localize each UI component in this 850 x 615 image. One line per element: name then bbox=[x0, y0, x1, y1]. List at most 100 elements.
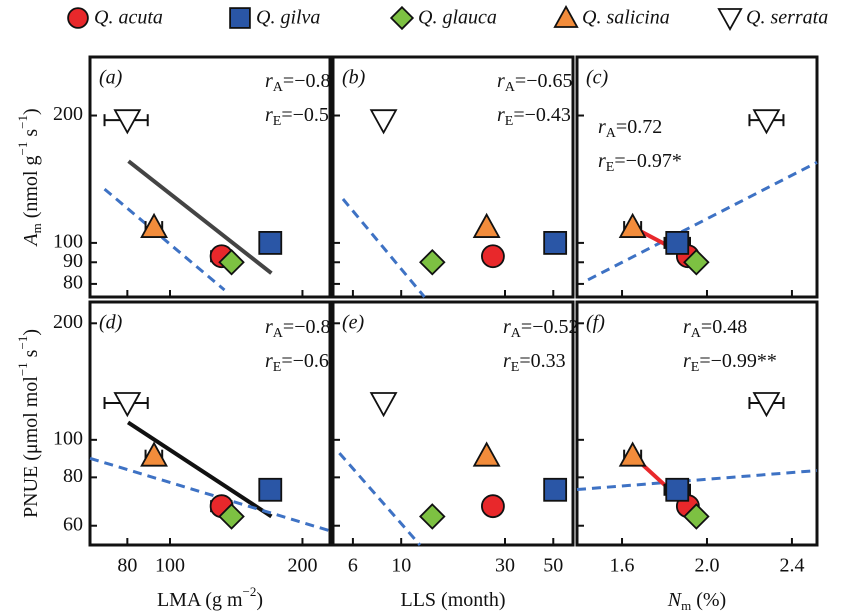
stat-sub: A bbox=[511, 326, 522, 341]
label-part: (%) bbox=[691, 589, 726, 611]
label-part: ) bbox=[20, 329, 42, 336]
x-tick-label: 10 bbox=[391, 555, 411, 577]
x-axis-label: Nm (%) bbox=[667, 589, 726, 613]
y-tick-label: 90 bbox=[63, 250, 83, 272]
marker bbox=[140, 212, 168, 238]
panel-label: (c) bbox=[586, 67, 609, 89]
label-part: (nmol g bbox=[20, 156, 42, 224]
y-tick-label: 60 bbox=[63, 513, 83, 535]
marker bbox=[369, 392, 398, 418]
marker bbox=[113, 109, 142, 135]
stat-symbol: r bbox=[265, 350, 273, 372]
label-part: A bbox=[20, 233, 42, 248]
x-tick-label: 6 bbox=[348, 555, 358, 577]
stat-symbol: r bbox=[683, 316, 691, 338]
label-part: −1 bbox=[15, 115, 30, 129]
x-axis-label: LLS (month) bbox=[401, 589, 506, 611]
stat-symbol: r bbox=[265, 104, 273, 126]
marker bbox=[481, 244, 505, 269]
label-part: m bbox=[681, 598, 691, 613]
legend-label: Q. serrata bbox=[746, 7, 828, 29]
stat-symbol: r bbox=[265, 316, 273, 338]
marker bbox=[618, 441, 647, 467]
stat-value: =0.48 bbox=[701, 316, 747, 338]
stat-annotation: rA=−0.52 bbox=[503, 316, 578, 342]
stat-sub: A bbox=[505, 80, 516, 95]
marker bbox=[665, 231, 690, 255]
marker bbox=[369, 109, 398, 135]
stat-annotation: rA=0.72 bbox=[598, 116, 662, 142]
label-part: −1 bbox=[15, 142, 30, 156]
x-tick-label: 200 bbox=[287, 555, 317, 577]
stat-symbol: r bbox=[503, 316, 511, 338]
marker bbox=[258, 477, 283, 502]
fit-line bbox=[103, 187, 226, 292]
stat-value: =−0.99** bbox=[699, 350, 777, 372]
fit-line bbox=[576, 469, 818, 492]
y-tick-label: 80 bbox=[63, 272, 83, 294]
label-part: −2 bbox=[243, 584, 257, 599]
x-tick-label: 2.4 bbox=[779, 555, 804, 577]
stat-sub: A bbox=[691, 326, 702, 341]
marker bbox=[472, 441, 501, 467]
fit-line bbox=[127, 159, 273, 275]
y-tick-label: 100 bbox=[53, 427, 83, 449]
stat-symbol: r bbox=[497, 104, 505, 126]
stat-sub: E bbox=[273, 114, 282, 129]
label-part: m bbox=[29, 223, 44, 233]
marker bbox=[618, 212, 647, 238]
marker bbox=[481, 494, 505, 519]
stat-sub: E bbox=[606, 160, 615, 175]
stat-annotation: rE=−0.43 bbox=[497, 104, 571, 130]
stat-symbol: r bbox=[598, 116, 606, 138]
label-part: PNUE (μmol mol bbox=[20, 376, 42, 518]
x-tick-label: 2.0 bbox=[694, 555, 719, 577]
marker bbox=[258, 231, 283, 255]
x-tick-label: 50 bbox=[543, 555, 563, 577]
marker bbox=[717, 8, 743, 32]
x-tick-label: 30 bbox=[495, 555, 515, 577]
stat-sub: A bbox=[606, 126, 617, 141]
marker bbox=[67, 7, 89, 29]
legend-label: Q. salicina bbox=[582, 7, 670, 29]
stat-sub: E bbox=[273, 360, 282, 375]
label-part: −1 bbox=[15, 362, 30, 376]
marker bbox=[665, 477, 690, 502]
stat-annotation: rA=0.48 bbox=[683, 316, 747, 342]
marker bbox=[419, 248, 446, 276]
x-axis-label: LMA (g m−2) bbox=[157, 584, 263, 611]
stat-value: =−0.43 bbox=[513, 104, 571, 126]
y-tick-label: 80 bbox=[63, 465, 83, 487]
marker bbox=[752, 109, 781, 135]
x-tick-label: 100 bbox=[155, 555, 185, 577]
stat-annotation: rA=−0.65 bbox=[497, 70, 572, 96]
fit-line bbox=[587, 161, 818, 282]
stat-value: =−0.97* bbox=[614, 150, 682, 172]
y-tick-label: 200 bbox=[53, 311, 83, 333]
y-axis-label: PNUE (μmol mol−1 s−1) bbox=[15, 329, 42, 518]
marker bbox=[419, 503, 446, 530]
marker bbox=[543, 231, 568, 255]
stat-value: =−0.68 bbox=[281, 350, 339, 372]
legend-label: Q. glauca bbox=[418, 7, 497, 29]
stat-sub: E bbox=[691, 360, 700, 375]
x-tick-label: 80 bbox=[117, 555, 137, 577]
fit-line bbox=[338, 452, 422, 546]
marker bbox=[229, 7, 251, 29]
stat-sub: E bbox=[511, 360, 520, 375]
stat-sub: A bbox=[273, 326, 284, 341]
label-part: N bbox=[667, 589, 683, 611]
stat-symbol: r bbox=[497, 70, 505, 92]
stat-symbol: r bbox=[503, 350, 511, 372]
label-part: LMA (g m bbox=[157, 589, 243, 611]
y-axis-label: Am (nmol g−1 s−1) bbox=[15, 108, 44, 247]
marker bbox=[472, 212, 501, 238]
stat-annotation: rE=−0.59 bbox=[265, 104, 339, 130]
stat-value: =0.72 bbox=[616, 116, 662, 138]
legend-label: Q. acuta bbox=[94, 7, 163, 29]
stat-sub: E bbox=[505, 114, 514, 129]
stat-annotation: rE=−0.99** bbox=[683, 350, 777, 376]
stat-symbol: r bbox=[598, 150, 606, 172]
panel-label: (b) bbox=[342, 67, 366, 89]
